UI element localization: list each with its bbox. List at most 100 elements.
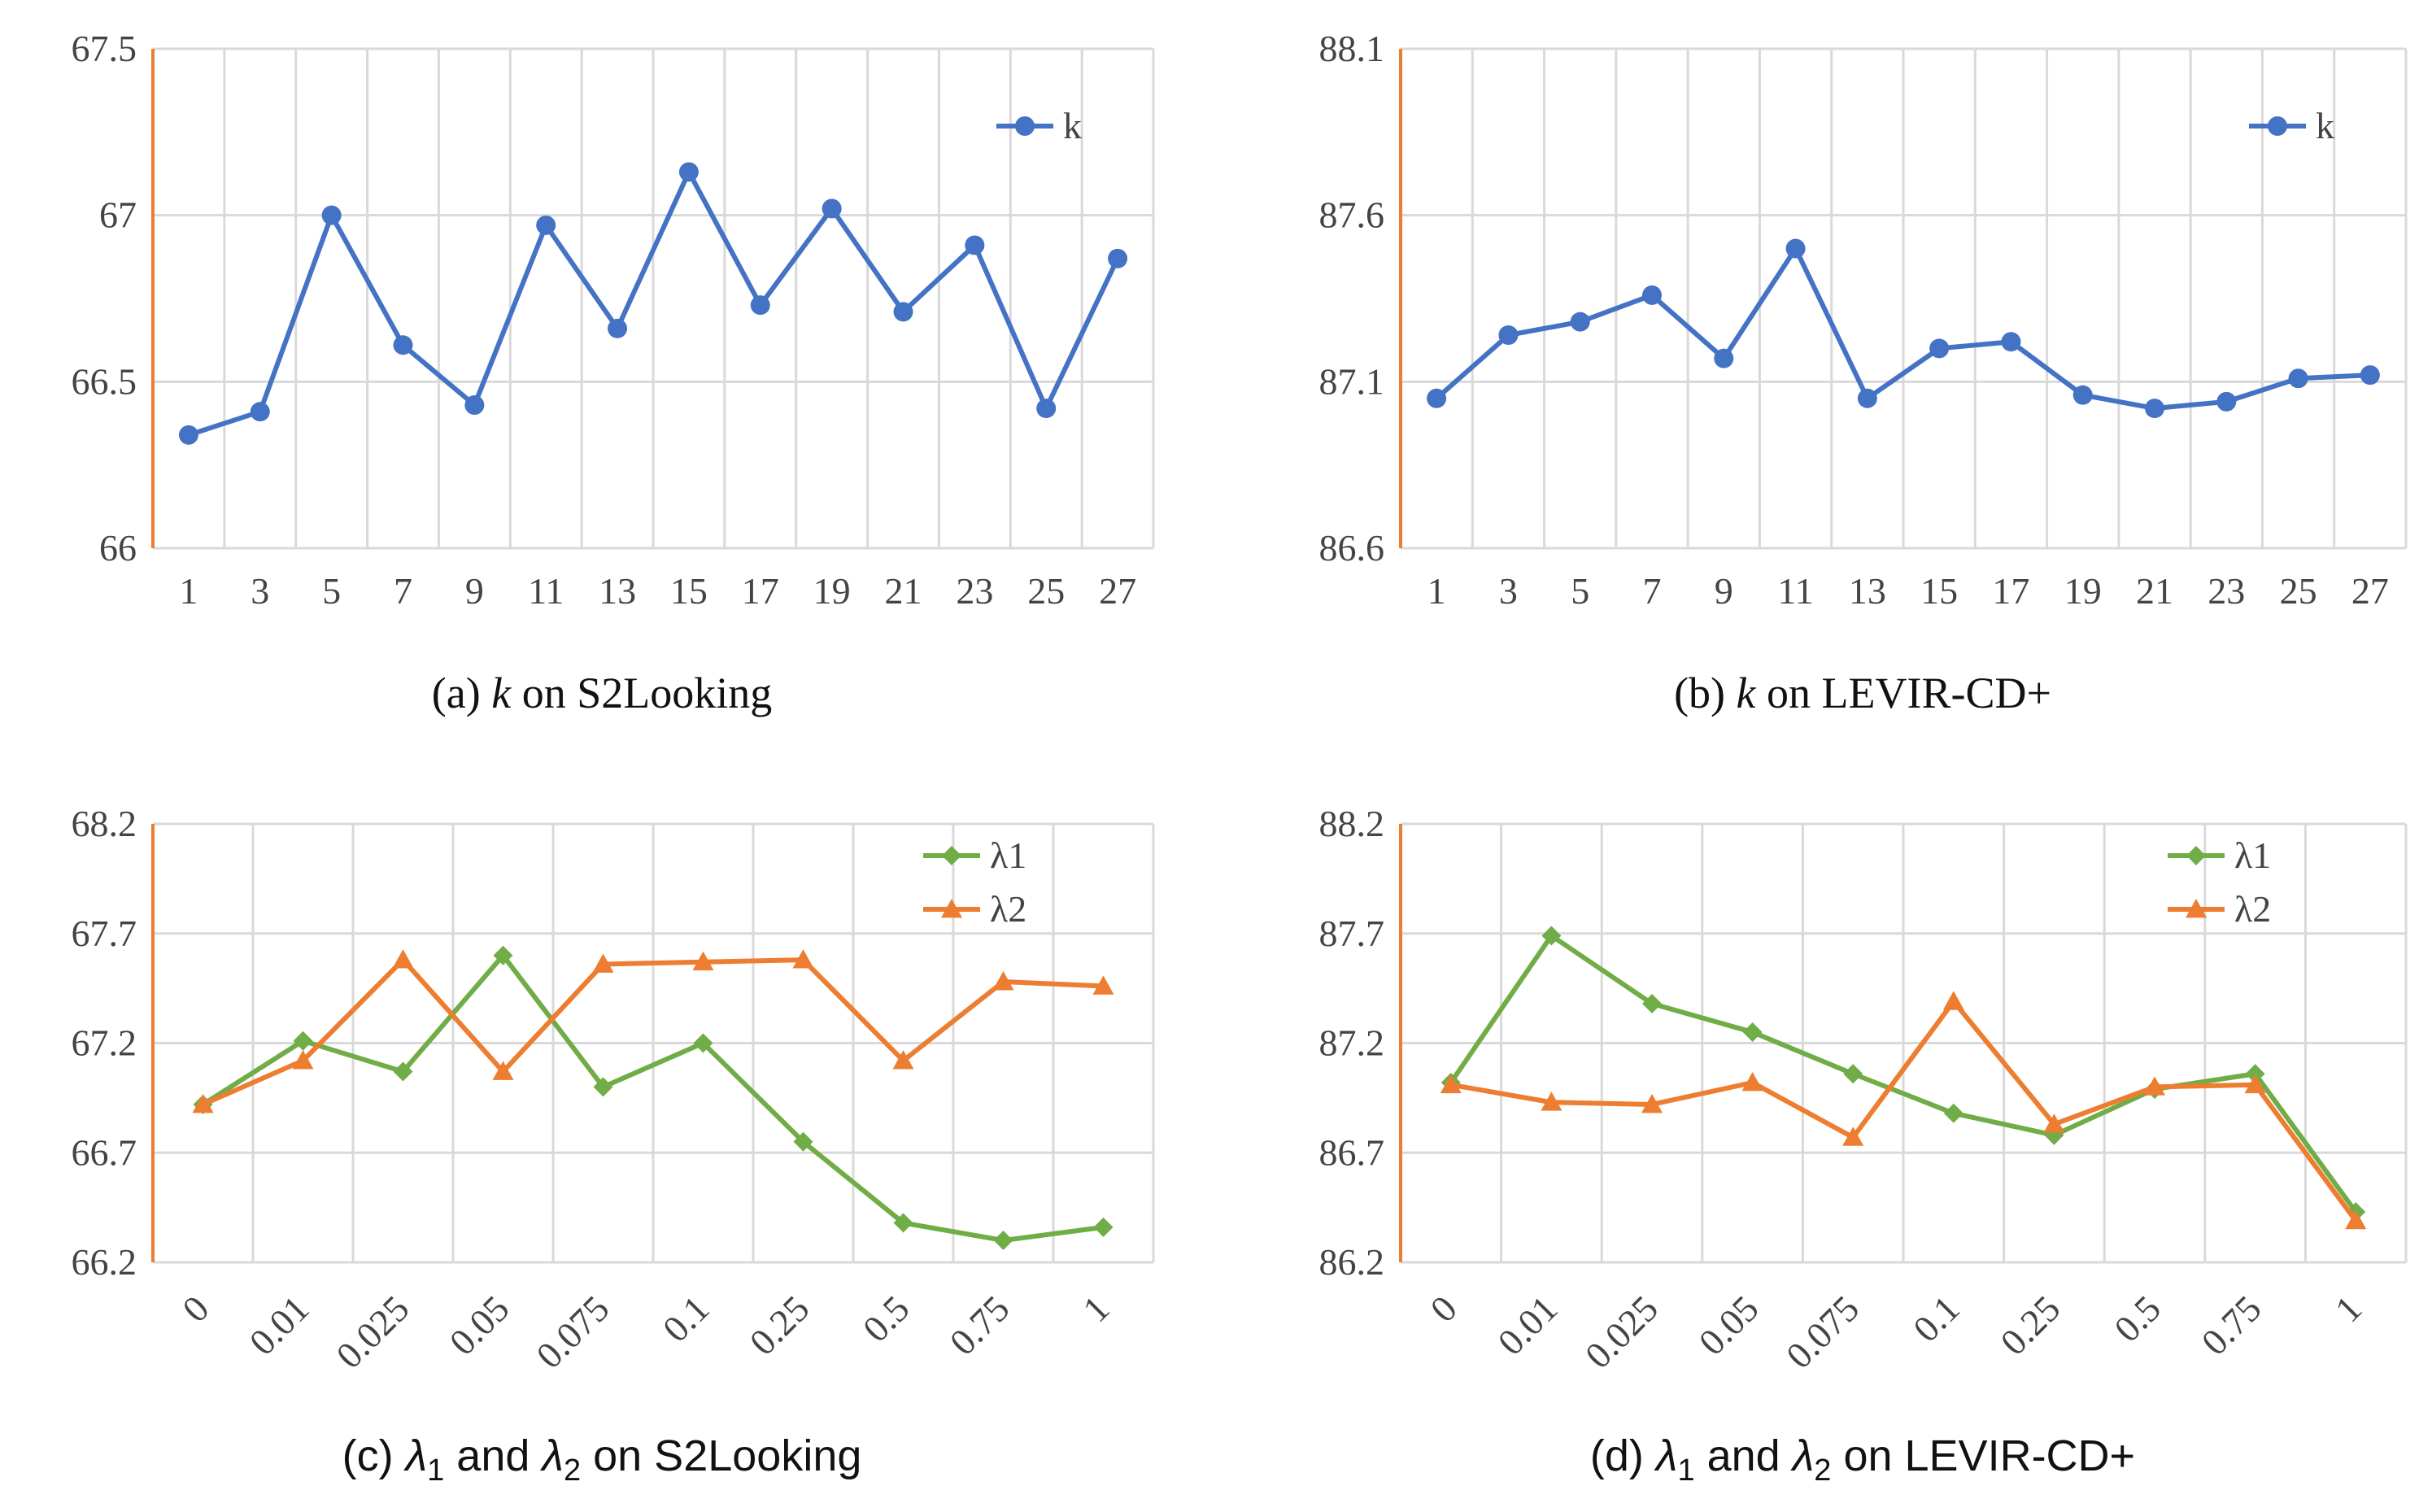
y-tick-label: 88.1 [1319, 28, 1385, 69]
data-point [192, 1093, 214, 1113]
legend-label: λ2 [990, 888, 1026, 930]
data-point [464, 394, 485, 415]
x-tick-label: 17 [742, 570, 779, 612]
data-point [2144, 1076, 2165, 1096]
x-tick-label: 1 [2327, 1288, 2369, 1330]
x-tick-label: 25 [2280, 570, 2317, 612]
y-tick-label: 66.5 [72, 360, 137, 402]
x-tick-label: 27 [2351, 570, 2389, 612]
legend-label: λ1 [990, 834, 1026, 876]
y-tick-label: 66 [99, 527, 137, 569]
legend-label: λ2 [2234, 888, 2271, 930]
data-point [892, 1050, 914, 1070]
data-point [393, 335, 413, 355]
y-tick-label: 88.2 [1319, 803, 1385, 844]
data-point [750, 295, 770, 316]
panel-c: 66.2 66.7 67.2 67.7 68.2 0 0.01 0.025 0.05 0.075 0… [72, 803, 1155, 1488]
x-tick-label: 21 [2136, 570, 2173, 612]
x-tick-label: 0.01 [1489, 1288, 1565, 1363]
data-point [1570, 312, 1590, 332]
data-point [1857, 388, 1877, 408]
data-point [1036, 399, 1057, 419]
legend-marker [941, 899, 962, 918]
data-point [292, 1050, 314, 1070]
y-tick-label: 87.7 [1319, 913, 1385, 954]
data-point [693, 1033, 713, 1053]
data-point [1714, 348, 1734, 368]
x-tick-label: 0.1 [655, 1288, 717, 1350]
x-tick-label: 0.01 [242, 1288, 317, 1363]
data-point [293, 1031, 313, 1051]
data-point [2345, 1209, 2367, 1230]
data-point [792, 949, 814, 969]
data-point [893, 1213, 913, 1233]
x-tick-label: 0.25 [742, 1288, 817, 1363]
data-point [1440, 1074, 1462, 1094]
data-point [1642, 285, 1662, 305]
data-point [493, 945, 513, 965]
legend-marker [942, 846, 961, 865]
x-tick-label: 3 [1499, 570, 1518, 612]
x-tick-label: 0.1 [1905, 1288, 1968, 1350]
y-tick-label: 87.1 [1319, 360, 1385, 402]
data-point [1498, 325, 1519, 346]
x-tick-label: 3 [251, 570, 269, 612]
x-tick-label: 13 [599, 570, 636, 612]
data-point [678, 162, 699, 182]
legend-marker [2186, 846, 2206, 865]
data-point [1541, 1092, 1562, 1111]
legend-label: k [1063, 105, 1082, 146]
y-tick-label: 67.2 [72, 1022, 137, 1064]
data-point [1942, 991, 1964, 1010]
x-tick-label: 0.75 [2194, 1288, 2269, 1363]
x-tick-label: 0.075 [1778, 1288, 1867, 1376]
x-tick-label: 9 [1715, 570, 1733, 612]
data-point [1427, 388, 1447, 408]
data-point [2072, 385, 2093, 405]
data-point [2216, 391, 2237, 412]
data-point [2360, 365, 2380, 386]
x-tick-label: 5 [1571, 570, 1589, 612]
x-tick-label: 1 [1427, 570, 1446, 612]
y-tick-label: 87.6 [1319, 194, 1385, 236]
x-tick-label: 0.05 [1691, 1288, 1767, 1363]
data-point [392, 949, 414, 969]
data-point [2043, 1113, 2065, 1133]
x-tick-label: 0 [174, 1288, 216, 1330]
panel-caption: (c) λ1 and λ2 on S2Looking [342, 1431, 862, 1488]
y-tick-label: 66.2 [72, 1241, 137, 1283]
x-tick-label: 7 [394, 570, 412, 612]
x-tick-label: 0.05 [442, 1288, 517, 1363]
legend-label: λ1 [2234, 834, 2271, 876]
x-tick-label: 0.025 [1577, 1288, 1666, 1376]
data-point [992, 971, 1014, 991]
y-tick-label: 67 [99, 194, 137, 236]
data-point [1943, 1103, 1963, 1123]
data-point [1741, 1072, 1763, 1092]
y-tick-label: 67.5 [72, 28, 137, 69]
x-tick-label: 25 [1027, 570, 1065, 612]
legend-marker [2186, 899, 2207, 918]
data-point [993, 1231, 1013, 1251]
legend-marker [2268, 116, 2287, 136]
x-tick-label: 0.25 [1992, 1288, 2068, 1363]
panel-caption: (d) λ1 and λ2 on LEVIR-CD+ [1590, 1431, 2135, 1488]
data-point [1092, 975, 1114, 995]
data-point [893, 302, 913, 322]
x-tick-label: 0.75 [942, 1288, 1018, 1363]
x-tick-label: 19 [813, 570, 851, 612]
data-point [793, 1131, 813, 1152]
legend-marker [1015, 116, 1035, 136]
series-line-2 [1450, 999, 2358, 1222]
data-point [1108, 248, 1128, 268]
data-point [250, 402, 270, 422]
series-line-1 [1449, 933, 2358, 1214]
x-tick-label: 15 [670, 570, 708, 612]
data-point [178, 425, 198, 445]
data-point [692, 951, 714, 971]
x-tick-label: 23 [2208, 570, 2245, 612]
data-point [1541, 926, 1562, 946]
x-tick-label: 0.5 [855, 1288, 917, 1350]
